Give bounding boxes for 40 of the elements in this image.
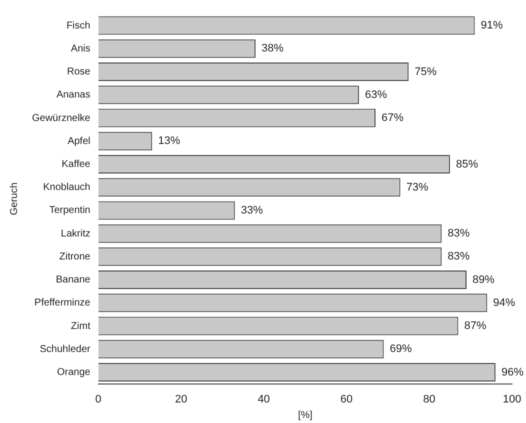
y-tick-label: Orange [57,366,91,378]
data-label: 38% [262,42,284,55]
y-tick-label: Zitrone [59,251,91,262]
data-label: 13% [158,135,180,148]
data-label: 33% [240,204,264,216]
y-tick-label: Knoblauch [43,182,90,194]
y-tick-label: Zimt [70,320,91,332]
data-label: 63% [364,88,388,101]
data-label: 83% [448,228,470,240]
y-tick-label: Rose [67,66,91,78]
y-tick-label: Pfefferminze [34,298,91,309]
x-tick-label: 20 [174,393,188,406]
y-tick-label: Ananas [56,90,90,101]
x-tick-label: 0 [95,393,102,406]
x-tick-label: 40 [258,393,270,406]
data-label: 67% [382,112,404,124]
data-label: 96% [501,366,524,378]
data-label: 94% [493,296,516,309]
y-tick-label: Apfel [68,136,90,147]
y-tick-label: Gewürznelke [32,112,91,124]
y-tick-label: Fisch [66,20,90,32]
y-tick-label: Lakritz [60,228,90,240]
y-tick-label: Schuhleder [40,344,92,355]
data-label: 87% [464,320,486,332]
data-label: 83% [448,250,470,263]
x-tick-label: 80 [423,393,436,406]
x-tick-label: 60 [340,393,353,406]
y-tick-label: Anis [70,43,90,54]
x-tick-label: 100 [502,393,522,406]
x-axis-title: [%] [298,410,313,421]
y-tick-label: Terpentin [49,205,90,216]
y-tick-label: Kaffee [62,158,91,170]
data-label: 91% [480,20,504,32]
y-tick-label: Banane [56,274,91,286]
data-label: 73% [406,181,429,194]
data-label: 75% [414,66,437,78]
data-label: 69% [390,343,412,356]
data-label: 89% [472,274,495,286]
data-label: 85% [456,158,478,170]
y-axis-title: Geruch [8,182,20,216]
